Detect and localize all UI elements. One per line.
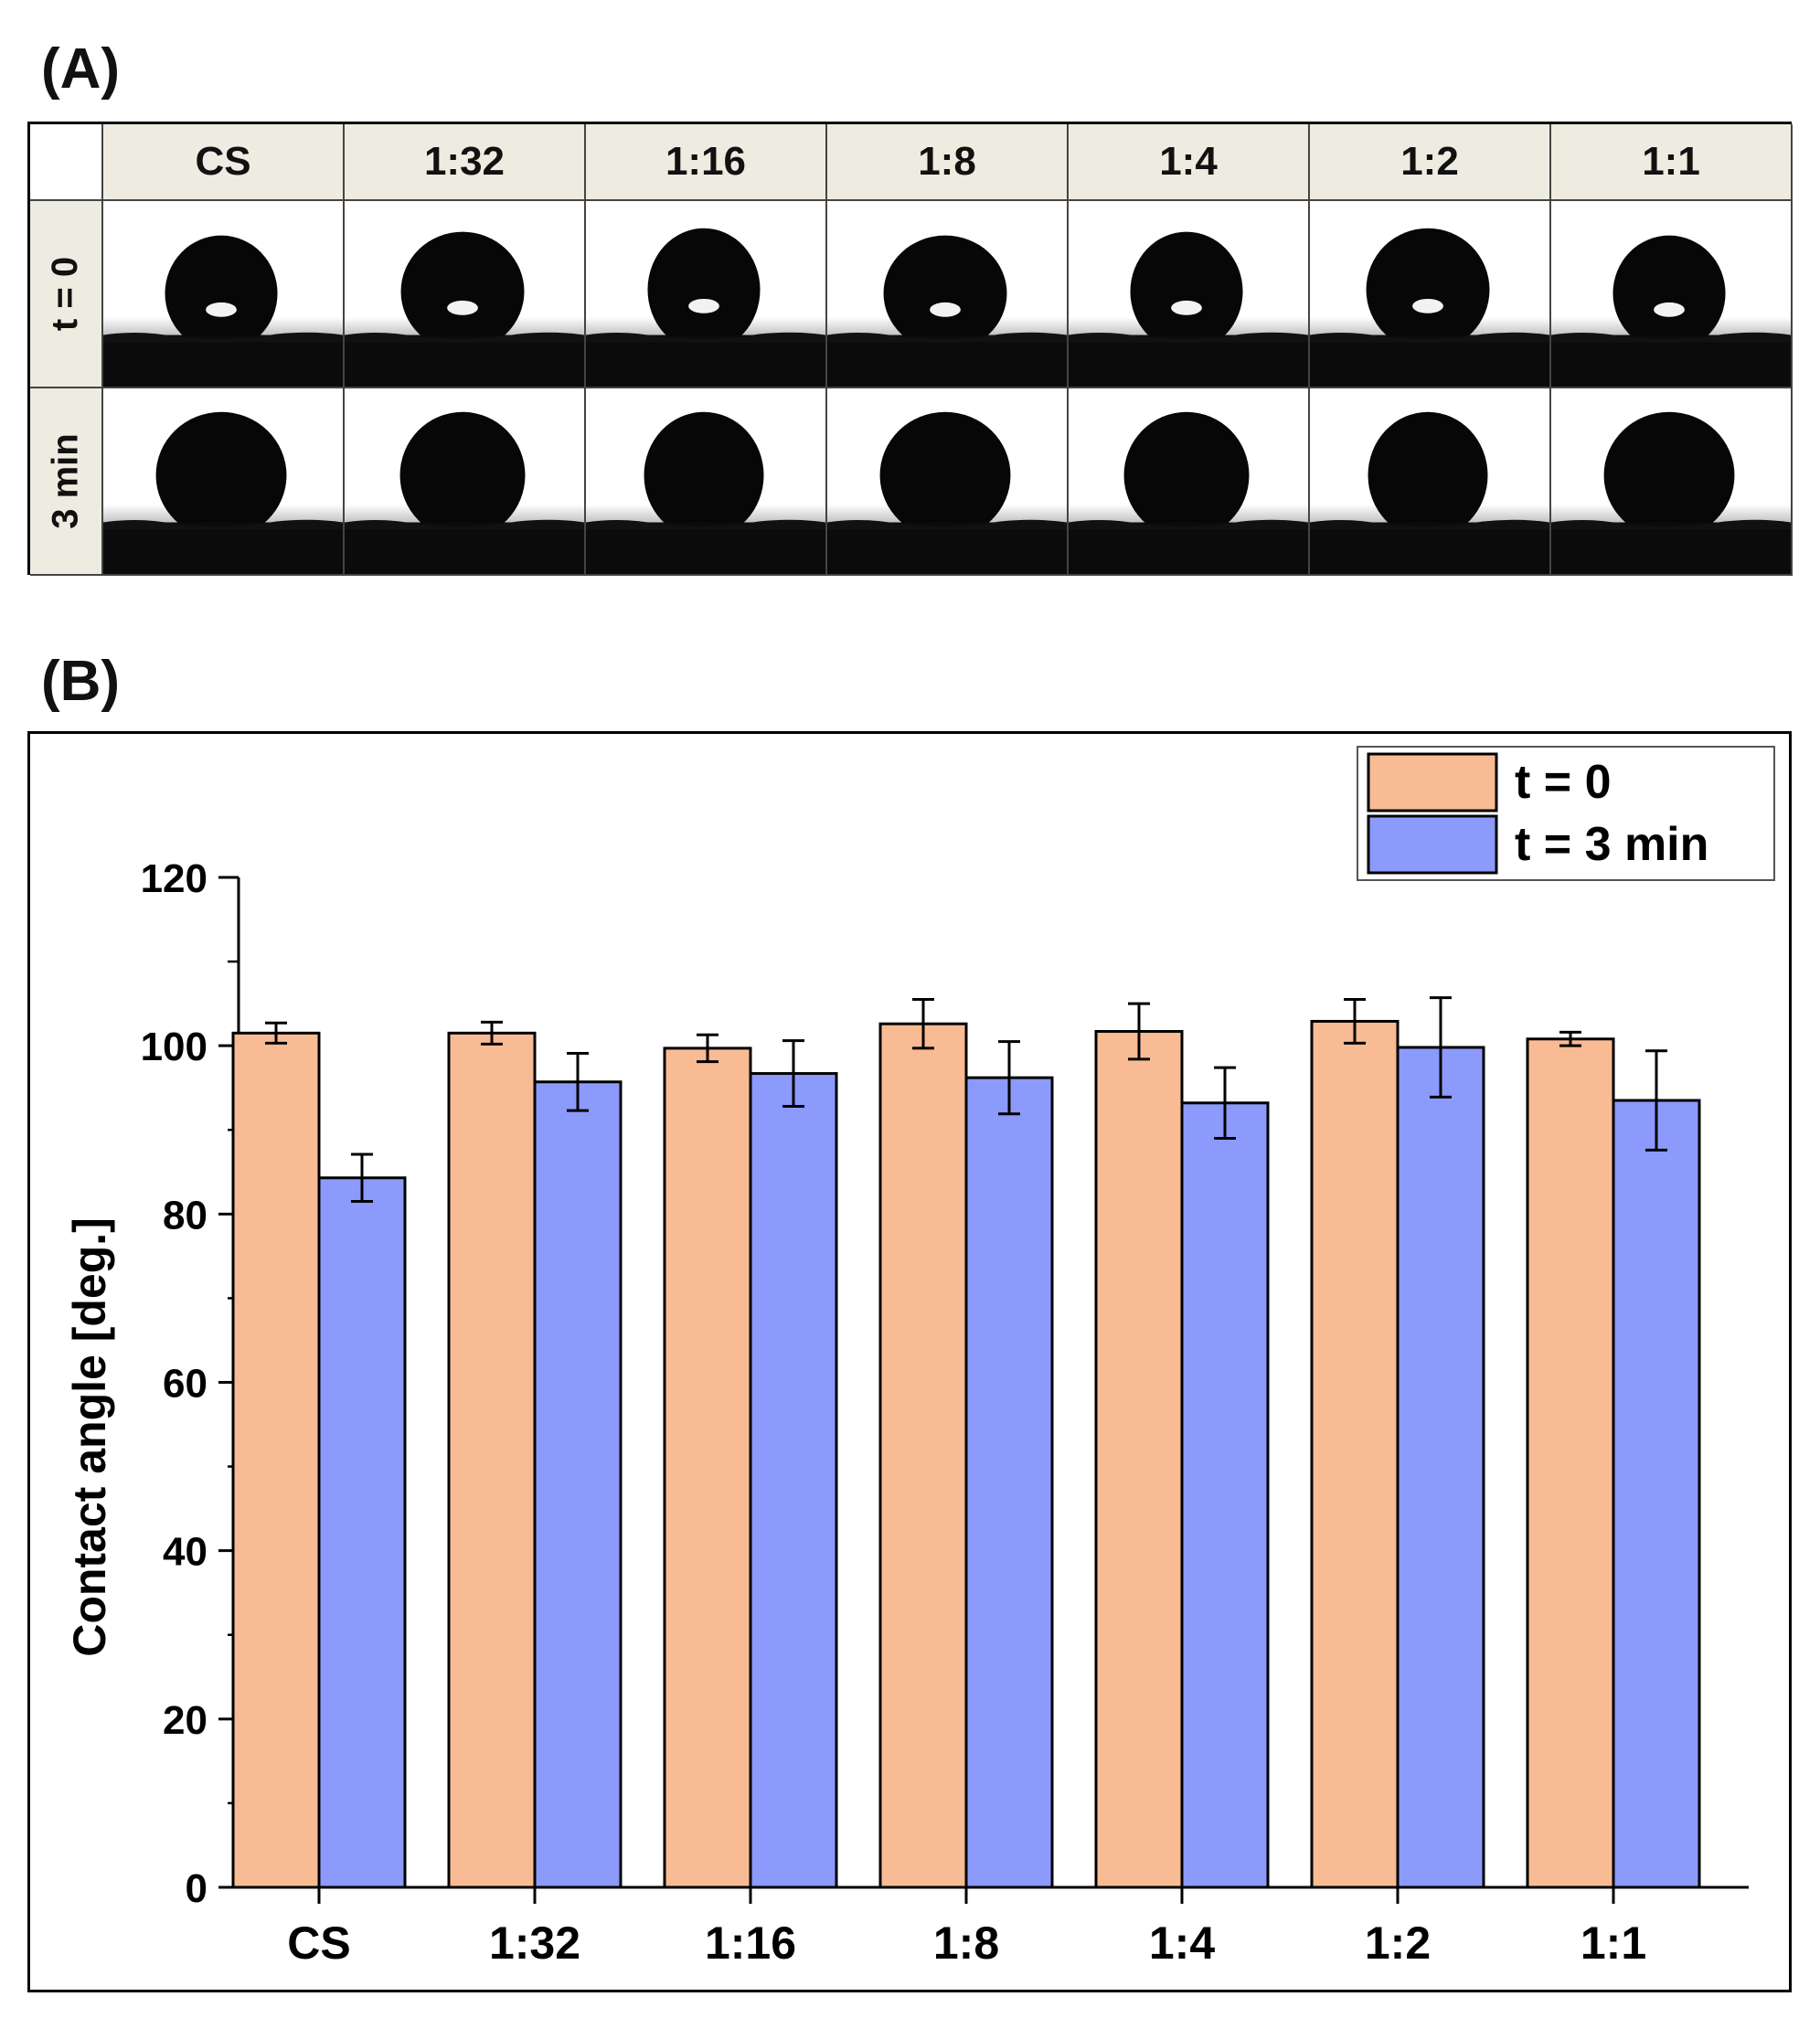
droplet-photo-icon — [827, 201, 1069, 388]
row-header-label: t = 0 — [45, 256, 86, 332]
bar — [447, 1031, 537, 1889]
panel-a-label: (A) — [41, 37, 121, 101]
droplet-photo-icon — [827, 388, 1069, 576]
y-tick-label: 60 — [163, 1362, 208, 1407]
column-header: 1:2 — [1310, 124, 1551, 201]
x-tick-label: 1:32 — [489, 1917, 580, 1969]
legend-swatch — [1367, 814, 1498, 875]
x-tick-label: CS — [287, 1917, 350, 1969]
droplet-photo-icon — [103, 388, 345, 576]
droplet-photo-icon — [345, 201, 586, 388]
droplet-photo-icon — [103, 201, 345, 388]
y-tick-label: 40 — [163, 1530, 208, 1575]
droplet-photo-icon — [1069, 388, 1310, 576]
y-tick-label: 100 — [141, 1025, 208, 1069]
x-tick-label: 1:1 — [1581, 1917, 1646, 1969]
y-tick-label: 20 — [163, 1698, 208, 1743]
x-tick-label: 1:16 — [705, 1917, 796, 1969]
bar — [533, 1080, 623, 1889]
y-tick-label: 0 — [186, 1866, 208, 1911]
droplet-photo-icon — [586, 201, 827, 388]
bar — [1094, 1030, 1184, 1889]
bar — [1396, 1046, 1485, 1889]
legend-label: t = 0 — [1515, 756, 1612, 809]
row-header-label: 3 min — [45, 433, 86, 529]
bar — [1180, 1101, 1270, 1889]
contact-angle-chart: 0 20 40 60 80 100 120 Contact angle [deg.] CS 1:3… — [27, 731, 1792, 1992]
panel-b-label: (B) — [41, 650, 121, 713]
droplet-photo-icon — [1551, 201, 1793, 388]
droplet-photo-icon — [1310, 388, 1551, 576]
droplet-photo-icon — [1069, 201, 1310, 388]
bar — [1310, 1019, 1400, 1889]
row-header: 3 min — [30, 388, 103, 576]
bar-chart-svg: 0 20 40 60 80 100 120 Contact angle [deg.] CS 1:3… — [64, 746, 1775, 1969]
bar — [878, 1022, 968, 1889]
y-axis-label: Contact angle [deg.] — [64, 1217, 115, 1657]
bar — [231, 1031, 321, 1889]
bar — [749, 1072, 838, 1889]
legend-label: t = 3 min — [1515, 818, 1708, 871]
droplet-photo-icon — [1310, 201, 1551, 388]
bar — [1526, 1037, 1615, 1889]
droplet-photo-icon — [1551, 388, 1793, 576]
column-header: 1:16 — [586, 124, 827, 201]
droplet-photo-icon — [345, 388, 586, 576]
column-header: 1:8 — [827, 124, 1069, 201]
x-tick-label: 1:4 — [1149, 1917, 1215, 1969]
bar — [317, 1176, 407, 1889]
bar — [1612, 1099, 1701, 1889]
column-header: 1:1 — [1551, 124, 1793, 201]
legend-swatch — [1367, 752, 1498, 813]
y-tick-label: 80 — [163, 1193, 208, 1237]
row-header: t = 0 — [30, 201, 103, 388]
grid-corner — [30, 124, 103, 201]
droplet-image-grid: CS 1:32 1:16 1:8 1:4 1:2 1:1 t = 0 — [27, 122, 1793, 576]
column-header: 1:4 — [1069, 124, 1310, 201]
column-header: 1:32 — [345, 124, 586, 201]
column-header: CS — [103, 124, 345, 201]
y-tick-label: 120 — [141, 856, 208, 901]
bar — [964, 1076, 1054, 1889]
droplet-photo-icon — [586, 388, 827, 576]
x-tick-label: 1:8 — [933, 1917, 999, 1969]
bar — [663, 1046, 752, 1889]
x-tick-label: 1:2 — [1365, 1917, 1431, 1969]
